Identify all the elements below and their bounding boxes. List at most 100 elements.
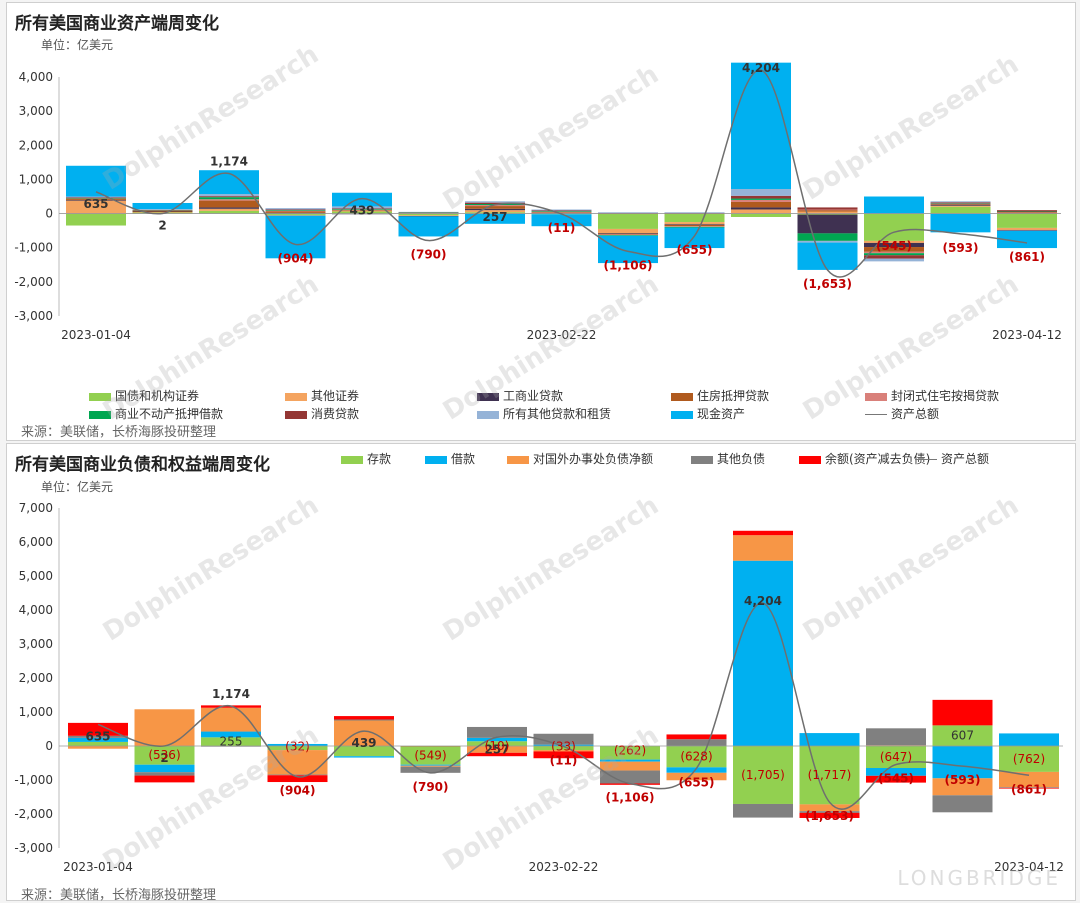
bar-segment	[797, 207, 858, 210]
bar-segment	[68, 722, 128, 736]
bar-segment	[398, 215, 459, 216]
bar-segment	[731, 209, 791, 214]
bar-segment	[664, 226, 725, 228]
legend-label: 消费贷款	[311, 407, 360, 421]
bar-segment	[465, 210, 525, 213]
bar-segment	[664, 224, 725, 227]
bar-segment	[334, 719, 394, 721]
total-value-label: (861)	[1011, 782, 1047, 796]
bar-segment	[465, 202, 525, 205]
total-value-label: (655)	[678, 775, 714, 789]
deposit-value-label: (647)	[880, 750, 912, 764]
bar-segment	[465, 213, 525, 224]
bar-segment	[997, 229, 1057, 231]
bar-segment	[265, 210, 326, 211]
y-tick-label: 6,000	[19, 535, 53, 549]
total-value-label: 2	[160, 751, 168, 765]
y-tick-label: 4,000	[19, 70, 53, 84]
bar-segment	[598, 235, 658, 264]
bar-segment	[465, 201, 525, 203]
deposit-value-label: 255	[220, 735, 243, 749]
bar-segment	[664, 213, 725, 223]
y-tick-label: 2,000	[19, 671, 53, 685]
bar-segment	[733, 746, 793, 804]
bar-segment	[334, 716, 394, 720]
chart2-title: 所有美国商业负债和权益端周变化	[15, 455, 270, 475]
bar-segment	[999, 771, 1059, 788]
x-tick-label: 2023-02-22	[527, 328, 597, 342]
bar-segment	[932, 725, 993, 746]
bar-segment	[400, 746, 461, 765]
total-value-label: (904)	[277, 251, 313, 265]
legend-item: 消费贷款	[285, 405, 359, 422]
bar-segment	[533, 733, 594, 745]
chart1-unit: 单位：亿美元	[41, 38, 114, 52]
total-value-label: (1,106)	[604, 258, 653, 272]
bar-segment	[731, 207, 791, 210]
legend-label: 住房抵押贷款	[697, 389, 770, 403]
deposit-value-label: (262)	[614, 743, 646, 757]
bar-segment	[265, 211, 326, 213]
bar-segment	[864, 240, 924, 243]
bar-segment	[666, 767, 727, 773]
legend-swatch	[915, 459, 937, 460]
bar-segment	[132, 211, 193, 213]
bar-segment	[265, 209, 326, 211]
bar-segment	[267, 746, 328, 751]
bar-segment	[531, 210, 592, 212]
total-value-label: (790)	[412, 780, 448, 794]
deposit-value-label: (628)	[680, 750, 712, 764]
bar-segment	[930, 201, 991, 203]
deposit-value-label: (1,717)	[808, 768, 852, 782]
bar-segment	[997, 227, 1057, 230]
bar-segment	[465, 212, 525, 214]
bar-segment	[997, 230, 1057, 249]
bar-segment	[332, 206, 392, 209]
bar-segment	[132, 209, 193, 210]
total-assets-line	[97, 602, 1030, 810]
bar-segment	[132, 210, 193, 212]
bar-segment	[68, 746, 128, 749]
bar-segment	[332, 210, 392, 211]
total-value-label: 1,174	[212, 687, 250, 701]
total-value-label: (1,653)	[805, 809, 854, 823]
bar-segment	[332, 209, 392, 211]
bar-segment	[134, 772, 195, 776]
bar-segment	[134, 775, 195, 783]
bar-segment	[531, 211, 592, 212]
legend-item: 存款	[341, 450, 391, 467]
legend-label: 存款	[367, 452, 392, 466]
legend-swatch	[671, 410, 693, 419]
bar-segment	[132, 209, 193, 211]
bar-segment	[598, 228, 658, 234]
legend-swatch	[89, 410, 111, 419]
total-value-label: 439	[349, 204, 374, 218]
bar-segment	[265, 213, 326, 215]
chart2-unit: 单位：亿美元	[41, 480, 114, 494]
bar-segment	[267, 743, 328, 746]
total-value-label: 635	[83, 197, 108, 211]
bar-segment	[467, 726, 527, 738]
x-tick-label: 2023-04-12	[992, 328, 1062, 342]
y-tick-label: -1,000	[14, 773, 53, 787]
bar-segment	[132, 202, 193, 210]
total-value-label: 2	[158, 219, 166, 233]
chart1-source: 来源：美联储，长桥海豚投研整理	[21, 425, 217, 440]
asset-chart-svg: -3,000 -2,000 -1,000 0 1,000 2,000 3,000 4,000 6…	[14, 61, 1062, 342]
bar-segment	[531, 209, 592, 211]
bar-segment	[866, 767, 926, 776]
bar-segment	[199, 199, 259, 201]
legend-label: 余额(资产减去负债)	[825, 452, 931, 466]
bar-segment	[930, 202, 991, 204]
y-tick-label: 1,000	[19, 172, 53, 186]
bar-segment	[598, 213, 658, 229]
bar-segment	[265, 214, 326, 216]
bar-segment	[66, 200, 126, 214]
bar-segment	[797, 240, 858, 243]
bar-segment	[267, 775, 328, 783]
bar-segment	[866, 775, 926, 783]
bar-segment	[999, 787, 1059, 789]
bar-segment	[932, 778, 993, 796]
legend-swatch	[89, 392, 111, 401]
bar-segment	[533, 751, 594, 759]
